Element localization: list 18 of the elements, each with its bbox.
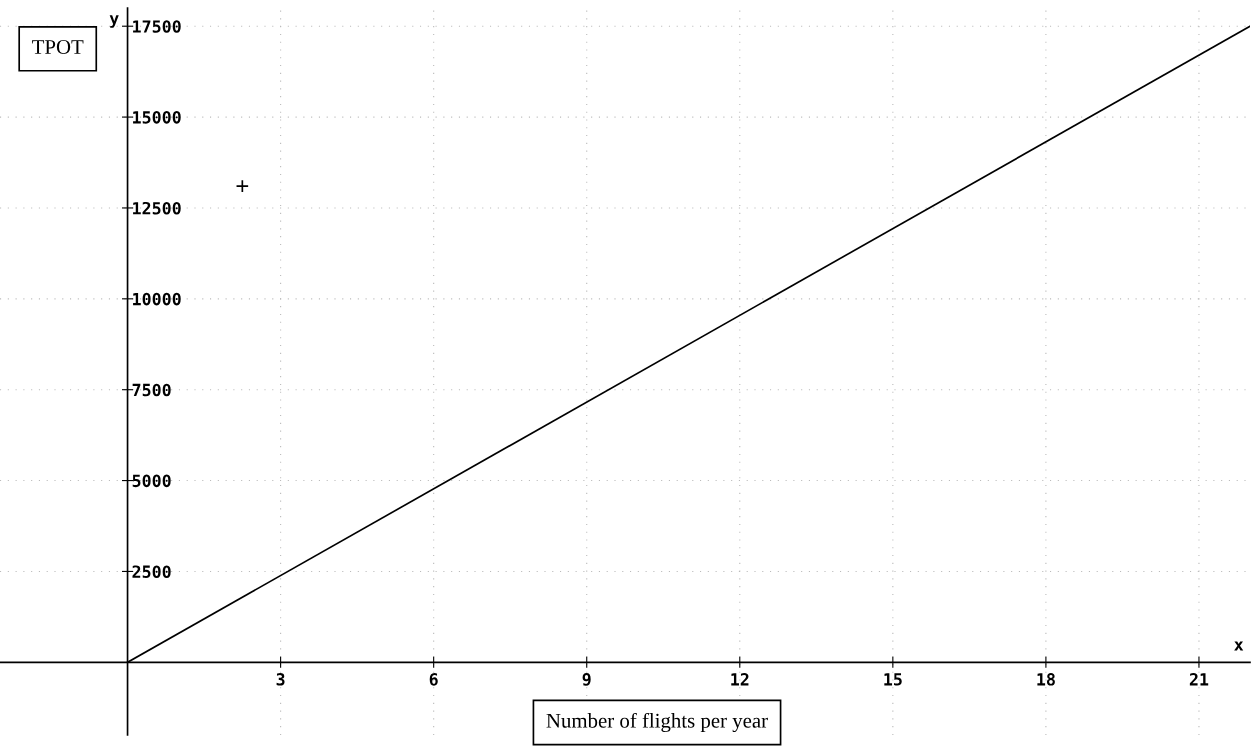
y-tick-label: 5000 bbox=[132, 474, 171, 488]
y-tick-label: 17500 bbox=[133, 20, 181, 33]
y-tick-label: 12500 bbox=[133, 201, 181, 215]
y-tick-label: 7500 bbox=[132, 383, 171, 397]
x-tick-label: 15 bbox=[884, 673, 902, 686]
x-axis-title: Number of flights per year bbox=[546, 712, 768, 733]
y-tick-label: 15000 bbox=[133, 111, 181, 124]
y-axis-title: TPOT bbox=[32, 40, 84, 55]
annotation: x bbox=[1234, 641, 1244, 651]
x-tick-label: 12 bbox=[731, 673, 749, 686]
y-tick-label: 10000 bbox=[133, 292, 181, 306]
x-tick-label: 3 bbox=[276, 673, 285, 686]
x-tick-label: 21 bbox=[1189, 673, 1209, 686]
x-tick-label: 9 bbox=[582, 673, 591, 686]
annotation: y bbox=[109, 15, 119, 28]
x-tick-label: 18 bbox=[1037, 673, 1055, 686]
y-tick-label: 2500 bbox=[132, 565, 171, 578]
x-tick-label: 6 bbox=[429, 673, 438, 686]
